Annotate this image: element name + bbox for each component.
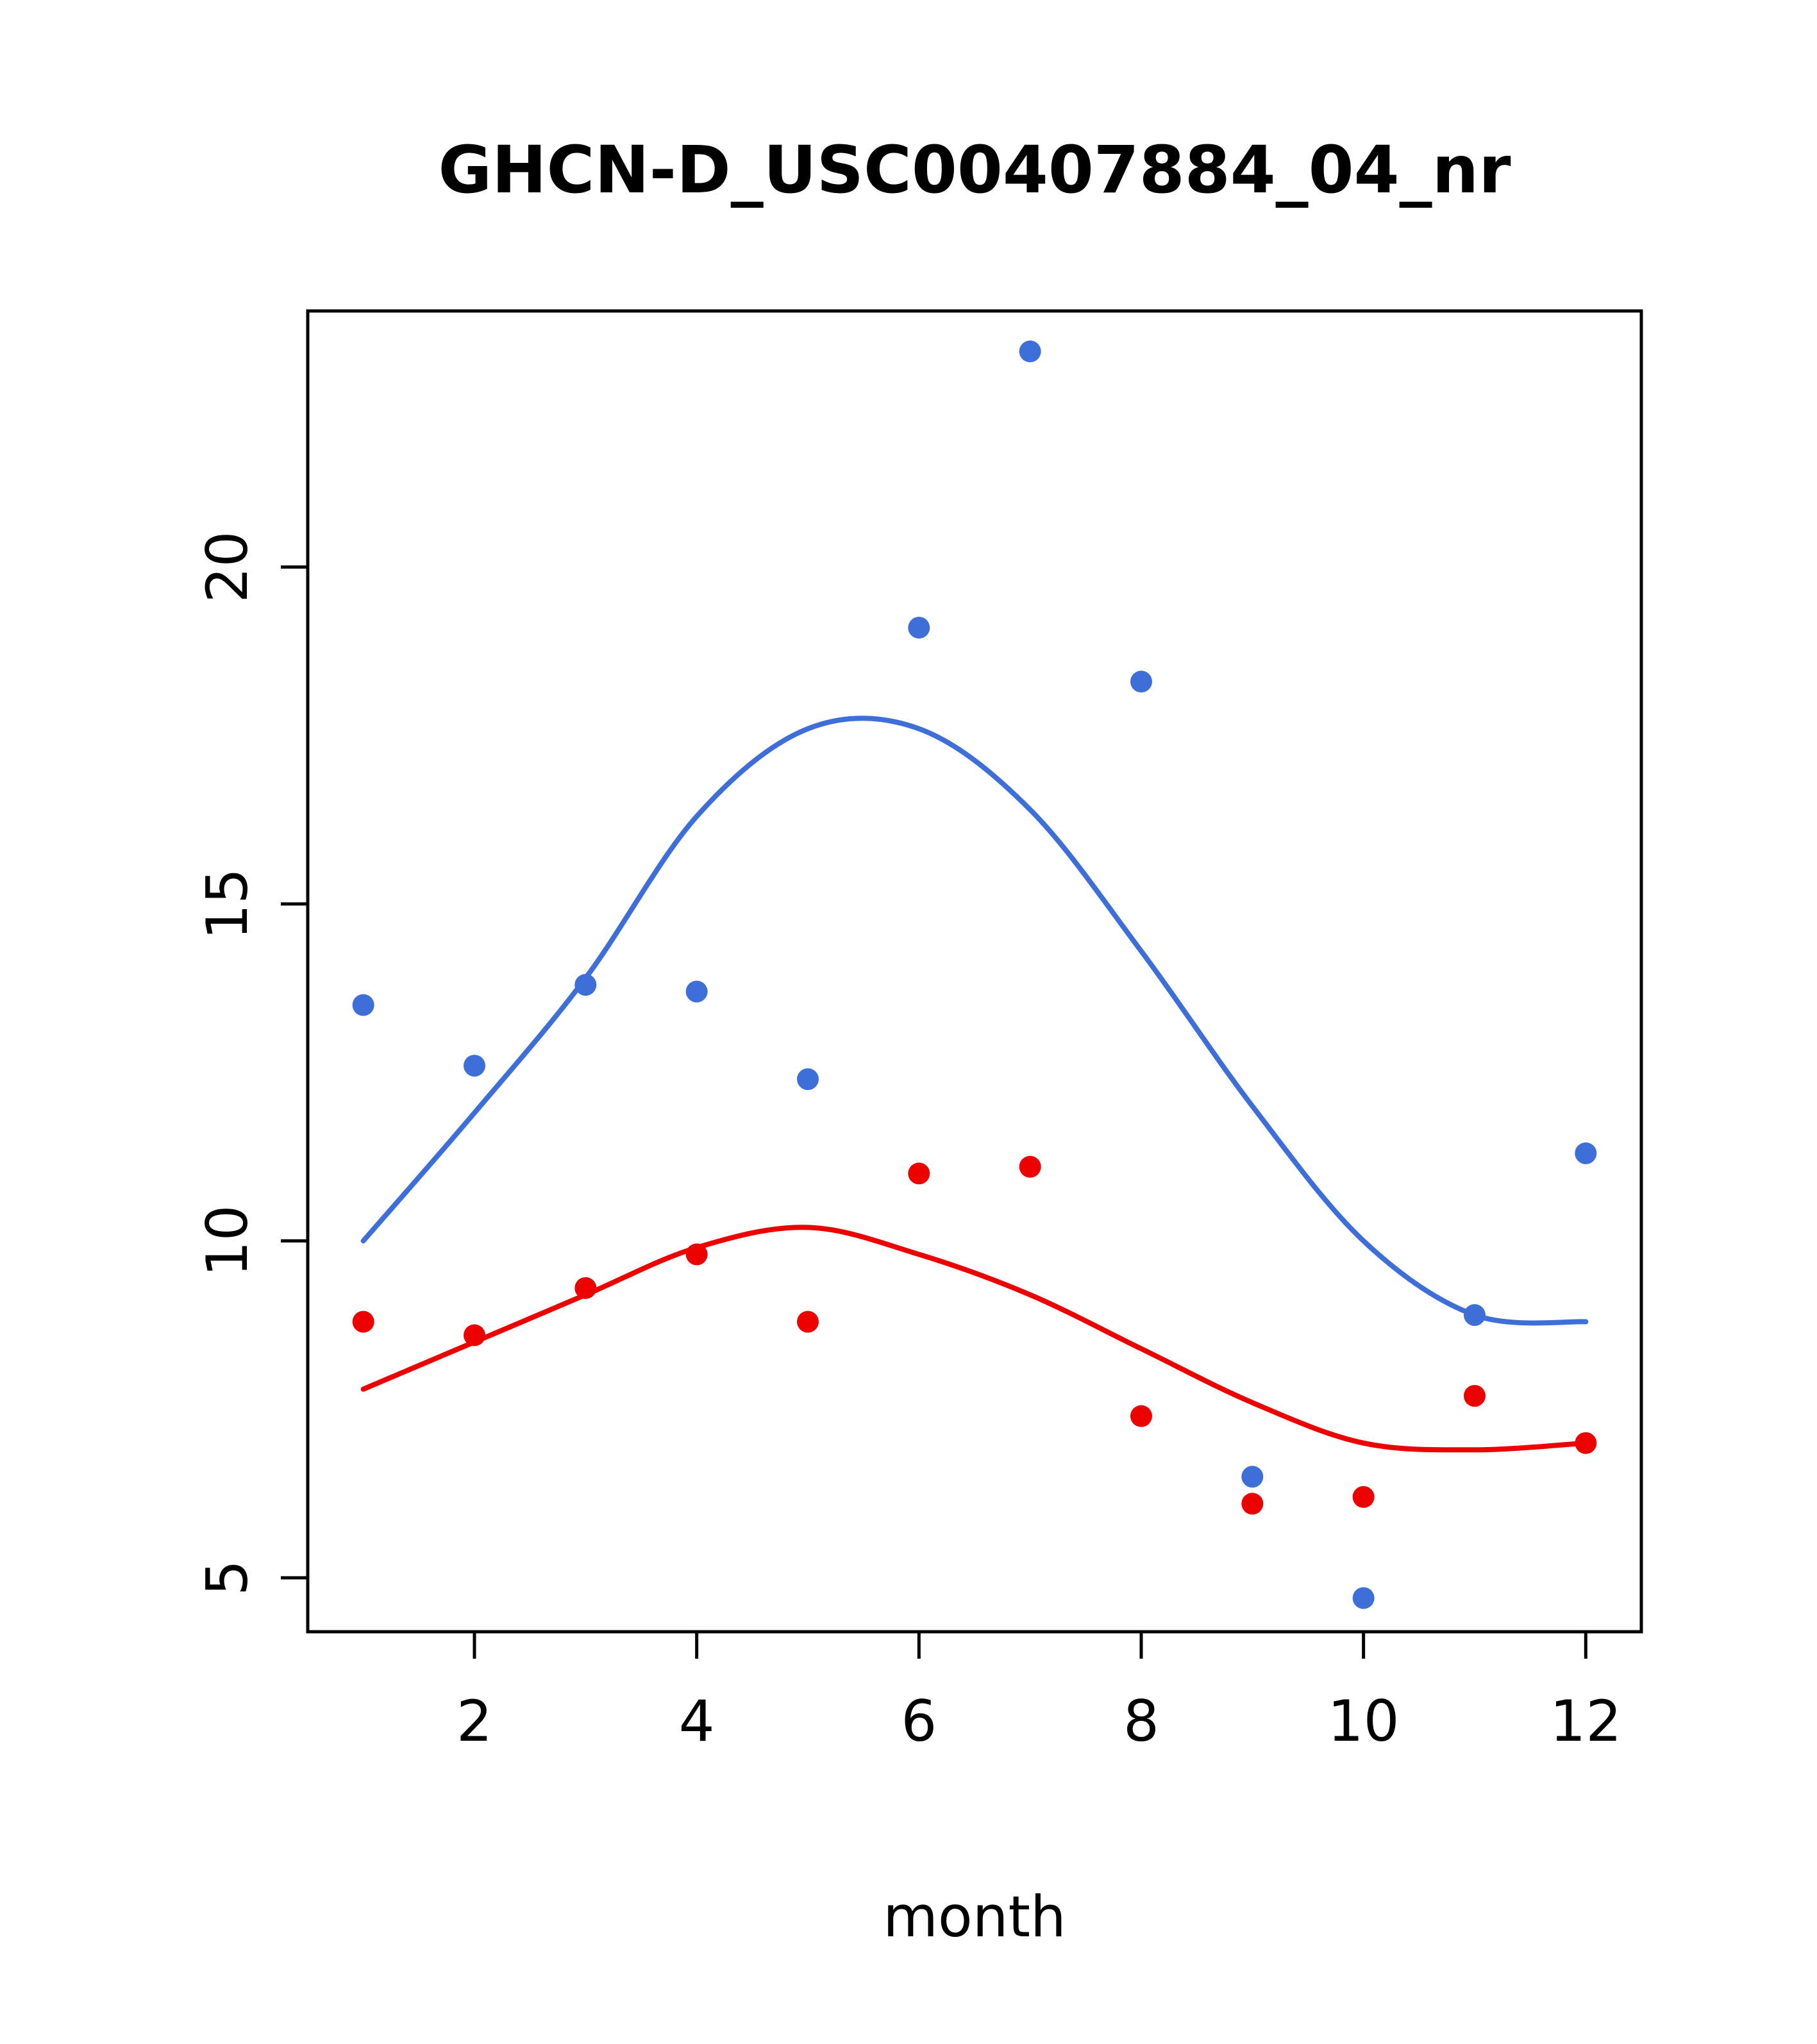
tmin-monthly-points-point (1464, 1385, 1486, 1407)
tmax-monthly-points-point (1575, 1142, 1597, 1164)
tmin-monthly-points-point (574, 1277, 597, 1299)
x-tick-label: 2 (456, 1688, 492, 1754)
x-tick-label: 12 (1550, 1688, 1621, 1754)
tmin-monthly-points-point (685, 1243, 708, 1266)
tmax-monthly-points-point (464, 1055, 485, 1077)
y-axis-ticks: 5 10 15 20 (194, 531, 308, 1596)
plot-frame (306, 309, 1643, 1634)
y-tick-label: 20 (194, 531, 260, 603)
x-tick-label: 10 (1328, 1688, 1400, 1754)
x-tick-label: 4 (679, 1688, 715, 1754)
tmax-monthly-points-point (1130, 671, 1152, 693)
chart-title: GHCN-D_USC00407884_04_nr (438, 132, 1511, 208)
tmax-monthly-points-point (1019, 340, 1041, 363)
tmax-smooth-line (360, 716, 1589, 1326)
tmax-monthly-points-point (1464, 1304, 1486, 1327)
tmin-monthly-points-point (1019, 1155, 1041, 1178)
tmax-monthly-points-point (685, 980, 708, 1003)
tmin-monthly-points-point (1352, 1486, 1375, 1508)
tmin-monthly-points-point (464, 1324, 485, 1346)
tmax-monthly-points-point (908, 616, 930, 639)
tmin-monthly-points-point (797, 1311, 819, 1333)
plot-box (306, 309, 1643, 1634)
smooth-lines-layer (360, 716, 1589, 1453)
x-axis-ticks: 2 4 6 8 10 12 (456, 1632, 1621, 1754)
y-tick-label: 10 (194, 1205, 260, 1277)
tmax-monthly-points-point (352, 994, 374, 1016)
tmin-monthly-points-point (1575, 1432, 1597, 1454)
x-tick-label: 6 (901, 1688, 937, 1754)
tmax-monthly-points-point (797, 1068, 819, 1091)
x-axis-label: month (883, 1884, 1066, 1950)
tmin-smooth-line (360, 1225, 1589, 1453)
tmin-monthly-points-point (908, 1162, 930, 1185)
tmax-monthly-points-point (1241, 1466, 1264, 1488)
y-tick-label: 5 (194, 1560, 260, 1596)
tmin-monthly-points-point (1241, 1493, 1264, 1515)
data-points-layer (352, 340, 1597, 1609)
x-tick-label: 8 (1123, 1688, 1159, 1754)
tmax-monthly-points-point (1352, 1587, 1375, 1609)
tmax-monthly-points-point (574, 974, 597, 996)
tmin-monthly-points-point (1130, 1405, 1152, 1427)
tmin-monthly-points-point (352, 1311, 374, 1333)
y-tick-label: 15 (194, 868, 260, 940)
